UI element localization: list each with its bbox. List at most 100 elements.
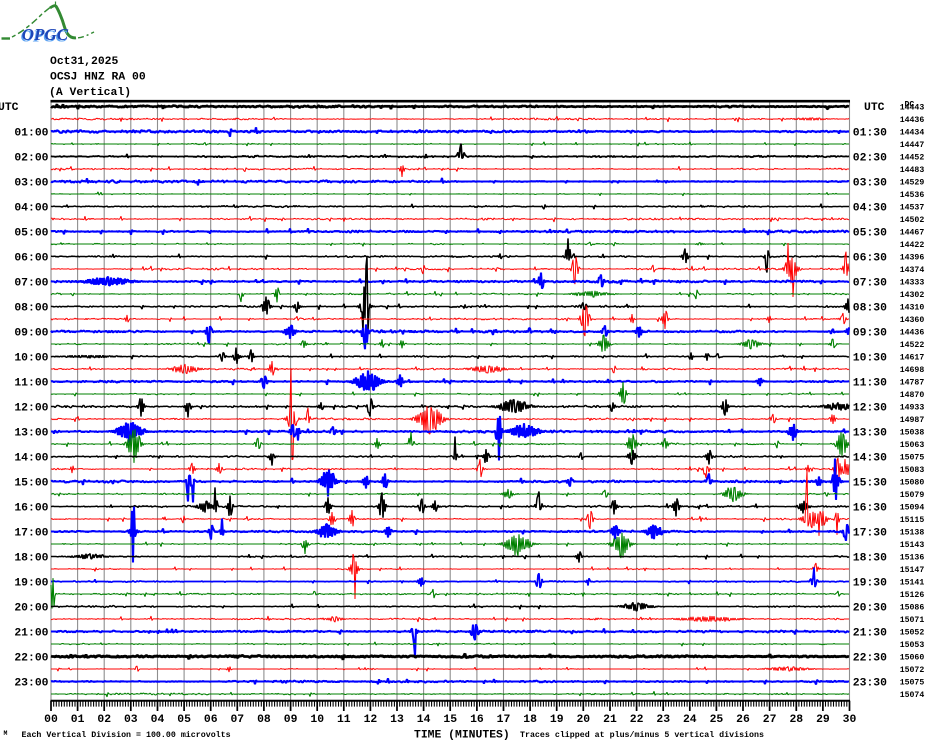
svg-text:15141: 15141 (900, 578, 925, 587)
svg-text:15060: 15060 (900, 653, 925, 662)
svg-text:14434: 14434 (900, 128, 925, 137)
svg-text:06: 06 (204, 714, 218, 726)
svg-text:07:00: 07:00 (14, 278, 48, 290)
svg-text:26: 26 (736, 714, 750, 726)
svg-text:14467: 14467 (900, 228, 925, 237)
svg-text:28: 28 (789, 714, 803, 726)
svg-text:15:00: 15:00 (14, 478, 48, 490)
svg-text:17:00: 17:00 (14, 528, 48, 540)
svg-text:14310: 14310 (900, 303, 925, 312)
svg-text:13:00: 13:00 (14, 428, 48, 440)
svg-text:01:00: 01:00 (14, 128, 48, 140)
svg-text:15038: 15038 (900, 428, 925, 437)
svg-text:15138: 15138 (900, 528, 925, 537)
svg-text:11:00: 11:00 (14, 378, 48, 390)
svg-text:14:00: 14:00 (14, 453, 48, 465)
svg-text:14452: 14452 (900, 153, 925, 162)
svg-text:14529: 14529 (900, 178, 925, 187)
svg-text:06:30: 06:30 (853, 253, 887, 265)
svg-text:10:00: 10:00 (14, 353, 48, 365)
svg-text:14333: 14333 (900, 278, 925, 287)
svg-text:OCSJ HNZ RA 00: OCSJ HNZ RA 00 (50, 72, 146, 84)
svg-text:21: 21 (603, 714, 617, 726)
svg-text:16: 16 (470, 714, 484, 726)
svg-text:24: 24 (683, 714, 697, 726)
svg-text:27: 27 (763, 714, 777, 726)
svg-text:15080: 15080 (900, 478, 925, 487)
svg-text:14617: 14617 (900, 353, 925, 362)
svg-text:18:30: 18:30 (853, 553, 887, 565)
svg-text:15052: 15052 (900, 628, 925, 637)
svg-text:DC: DC (905, 101, 915, 110)
svg-text:02:30: 02:30 (853, 153, 887, 165)
svg-text:14436: 14436 (900, 116, 925, 125)
svg-text:21:00: 21:00 (14, 628, 48, 640)
svg-text:18: 18 (523, 714, 537, 726)
svg-text:21:30: 21:30 (853, 628, 887, 640)
svg-text:23:30: 23:30 (853, 678, 887, 690)
svg-text:14536: 14536 (900, 191, 925, 200)
svg-text:02:00: 02:00 (14, 153, 48, 165)
svg-text:03:30: 03:30 (853, 178, 887, 190)
svg-text:07: 07 (230, 714, 244, 726)
svg-text:23: 23 (656, 714, 670, 726)
svg-text:14483: 14483 (900, 166, 925, 175)
svg-text:11: 11 (337, 714, 351, 726)
svg-text:12: 12 (364, 714, 378, 726)
svg-text:15126: 15126 (900, 591, 925, 600)
svg-text:15072: 15072 (900, 666, 925, 675)
svg-text:UTC: UTC (864, 102, 885, 114)
svg-text:16:30: 16:30 (853, 503, 887, 515)
svg-text:15053: 15053 (900, 641, 925, 650)
svg-text:14787: 14787 (900, 378, 925, 387)
svg-text:15079: 15079 (900, 491, 925, 500)
svg-text:14987: 14987 (900, 416, 925, 425)
svg-text:18:00: 18:00 (14, 553, 48, 565)
svg-text:14698: 14698 (900, 366, 925, 375)
svg-text:30: 30 (843, 714, 857, 726)
svg-text:20:00: 20:00 (14, 603, 48, 615)
svg-text:08: 08 (257, 714, 271, 726)
svg-text:15143: 15143 (900, 541, 925, 550)
svg-text:04: 04 (151, 714, 165, 726)
svg-text:09:00: 09:00 (14, 328, 48, 340)
svg-text:10: 10 (310, 714, 324, 726)
svg-text:15136: 15136 (900, 553, 925, 562)
svg-text:04:00: 04:00 (14, 203, 48, 215)
svg-text:29: 29 (816, 714, 830, 726)
svg-text:(A Vertical): (A Vertical) (49, 87, 131, 99)
svg-text:15115: 15115 (900, 516, 925, 525)
svg-text:02: 02 (97, 714, 111, 726)
svg-text:15:30: 15:30 (853, 478, 887, 490)
svg-text:M: M (4, 730, 8, 737)
svg-text:12:00: 12:00 (14, 403, 48, 415)
svg-text:14537: 14537 (900, 203, 925, 212)
svg-text:13: 13 (390, 714, 404, 726)
svg-text:15063: 15063 (900, 441, 925, 450)
svg-text:22: 22 (630, 714, 644, 726)
svg-text:04:30: 04:30 (853, 203, 887, 215)
svg-text:14396: 14396 (900, 253, 925, 262)
svg-text:11:30: 11:30 (853, 378, 887, 390)
svg-text:10:30: 10:30 (853, 353, 887, 365)
svg-text:UTC: UTC (0, 102, 19, 114)
svg-text:03:00: 03:00 (14, 178, 48, 190)
svg-text:16:00: 16:00 (14, 503, 48, 515)
svg-text:22:00: 22:00 (14, 653, 48, 665)
svg-text:14502: 14502 (900, 216, 925, 225)
svg-text:14436: 14436 (900, 328, 925, 337)
svg-text:OPGC: OPGC (21, 26, 68, 45)
svg-text:Each Vertical Division = 100.: Each Vertical Division = 100.00 microvol… (22, 730, 231, 740)
svg-text:25: 25 (710, 714, 724, 726)
svg-text:15094: 15094 (900, 503, 925, 512)
svg-text:14870: 14870 (900, 391, 925, 400)
svg-text:14447: 14447 (900, 141, 925, 150)
svg-text:14443: 14443 (900, 103, 925, 112)
svg-text:15086: 15086 (900, 603, 925, 612)
svg-text:14:30: 14:30 (853, 453, 887, 465)
svg-text:Oct31,2025: Oct31,2025 (50, 56, 119, 68)
svg-text:15147: 15147 (900, 566, 925, 575)
svg-text:07:30: 07:30 (853, 278, 887, 290)
svg-text:05: 05 (177, 714, 191, 726)
svg-text:23:00: 23:00 (14, 678, 48, 690)
